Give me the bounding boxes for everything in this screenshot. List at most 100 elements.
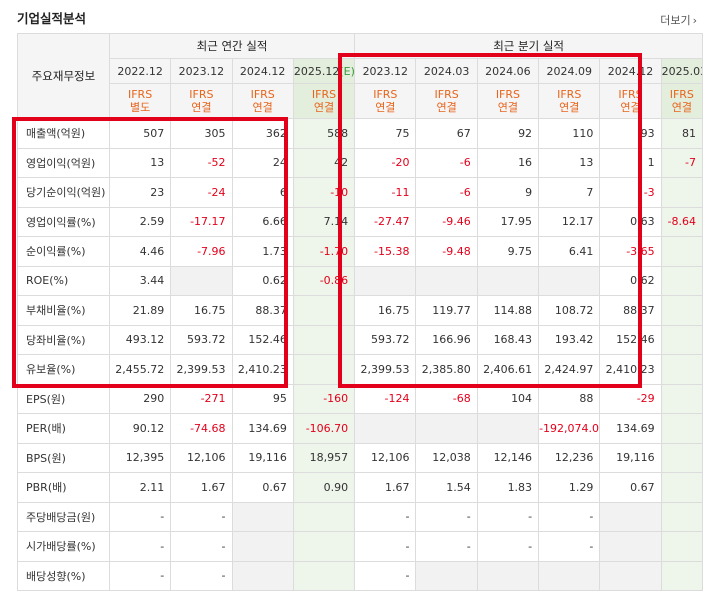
table-cell: 2,399.53	[354, 354, 417, 385]
annual-group-header: 최근 연간 실적	[108, 33, 356, 59]
basis-label: 연결	[313, 101, 335, 114]
table-row: 배당성향(%) - - -	[17, 560, 704, 591]
row-label: 부채비율(%)	[17, 295, 110, 326]
table-cell: 2,406.61	[476, 354, 540, 385]
table-cell: -8.64	[660, 206, 704, 237]
table-cell: -	[538, 531, 601, 562]
period-header: 2024.12	[599, 58, 662, 84]
table-cell: 9.75	[476, 236, 540, 267]
table-cell: 0.62	[599, 265, 662, 296]
table-cell: 6	[231, 177, 294, 208]
table-cell	[476, 413, 540, 444]
period-header: 2024.03	[415, 58, 478, 84]
table-cell: 0.90	[292, 472, 356, 503]
table-cell: -	[415, 531, 478, 562]
table-cell: 2,455.72	[108, 354, 172, 385]
accounting-basis-header: IFRS 연결	[538, 83, 601, 119]
ifrs-label: IFRS	[434, 88, 459, 101]
table-row: 당좌비율(%) 493.12 593.72 152.46 593.72 166.96 168…	[17, 324, 704, 355]
table-cell	[292, 560, 356, 591]
table-cell: 19,116	[599, 442, 662, 473]
table-cell: 193.42	[538, 324, 601, 355]
table-cell: 13	[538, 147, 601, 178]
table-cell: 0.67	[231, 472, 294, 503]
table-cell	[599, 560, 662, 591]
table-cell: 6.66	[231, 206, 294, 237]
accounting-basis-header: IFRS 연결	[599, 83, 662, 119]
period-header: 2023.12	[170, 58, 233, 84]
basis-label: 연결	[375, 101, 396, 114]
table-cell: -271	[170, 383, 233, 414]
table-cell	[292, 501, 356, 532]
table-cell: -	[170, 531, 233, 562]
table-cell	[660, 531, 704, 562]
table-cell	[538, 265, 601, 296]
table-cell: 2,410.23	[231, 354, 294, 385]
table-cell: 305	[170, 118, 233, 149]
basis-label: 연결	[671, 101, 692, 114]
table-cell: 90.12	[108, 413, 172, 444]
table-cell	[660, 324, 704, 355]
row-label: PER(배)	[17, 413, 110, 444]
more-link[interactable]: 더보기 ›	[660, 12, 697, 28]
table-cell: 493.12	[108, 324, 172, 355]
table-cell: 88	[538, 383, 601, 414]
table-cell: 166.96	[415, 324, 478, 355]
table-cell	[476, 560, 540, 591]
row-label: 유보율(%)	[17, 354, 110, 385]
table-cell: 134.69	[231, 413, 294, 444]
accounting-basis-header: IFRS 별도	[108, 83, 172, 119]
table-cell: 19,116	[231, 442, 294, 473]
table-cell	[660, 383, 704, 414]
table-cell: 12,106	[354, 442, 417, 473]
table-row: 영업이익(억원) 13 -52 24 42 -20 -6 16 13 1 -7	[17, 147, 704, 178]
table-cell: 0.62	[231, 265, 294, 296]
table-cell	[660, 472, 704, 503]
table-cell: -	[354, 501, 417, 532]
table-cell: 152.46	[599, 324, 662, 355]
table-cell: -	[108, 501, 172, 532]
table-cell: 75	[354, 118, 417, 149]
table-cell: 12,146	[476, 442, 540, 473]
basis-label: 연결	[252, 101, 273, 114]
table-cell: -24	[170, 177, 233, 208]
table-cell: -10	[292, 177, 356, 208]
table-cell: 23	[108, 177, 172, 208]
estimate-marker: (E)	[339, 64, 355, 78]
table-cell: 13	[108, 147, 172, 178]
table-cell: -106.70	[292, 413, 356, 444]
ifrs-label: IFRS	[618, 88, 643, 101]
table-cell: -74.68	[170, 413, 233, 444]
table-cell: -6	[415, 177, 478, 208]
table-row: PER(배) 90.12 -74.68 134.69 -106.70 -192,074.0…	[17, 413, 704, 444]
basis-label: 연결	[559, 101, 580, 114]
table-cell: -	[108, 560, 172, 591]
table-cell	[538, 560, 601, 591]
table-row: 부채비율(%) 21.89 16.75 88.37 16.75 119.77 114.88 1…	[17, 295, 704, 326]
basis-label: 연결	[191, 101, 212, 114]
table-cell	[599, 531, 662, 562]
table-cell: -192,074.06	[538, 413, 601, 444]
table-cell	[292, 324, 356, 355]
table-cell	[599, 501, 662, 532]
basis-label: 연결	[497, 101, 519, 114]
table-cell: 12,106	[170, 442, 233, 473]
table-cell: -52	[170, 147, 233, 178]
table-cell	[660, 442, 704, 473]
table-cell: 110	[538, 118, 601, 149]
table-row: ROE(%) 3.44 0.62 -0.86 0.62	[17, 265, 704, 296]
period-header: 2023.12	[354, 58, 417, 84]
row-label: EPS(원)	[17, 383, 110, 414]
table-cell: 92	[476, 118, 540, 149]
table-cell: 0.67	[599, 472, 662, 503]
table-cell	[292, 295, 356, 326]
table-cell: 93	[599, 118, 662, 149]
table-cell: 362	[231, 118, 294, 149]
accounting-basis-header: IFRS 연결	[231, 83, 294, 119]
table-cell	[231, 531, 294, 562]
table-cell: 114.88	[476, 295, 540, 326]
table-cell	[660, 177, 704, 208]
table-cell	[660, 265, 704, 296]
table-cell: -7.96	[170, 236, 233, 267]
table-cell: 12,236	[538, 442, 601, 473]
